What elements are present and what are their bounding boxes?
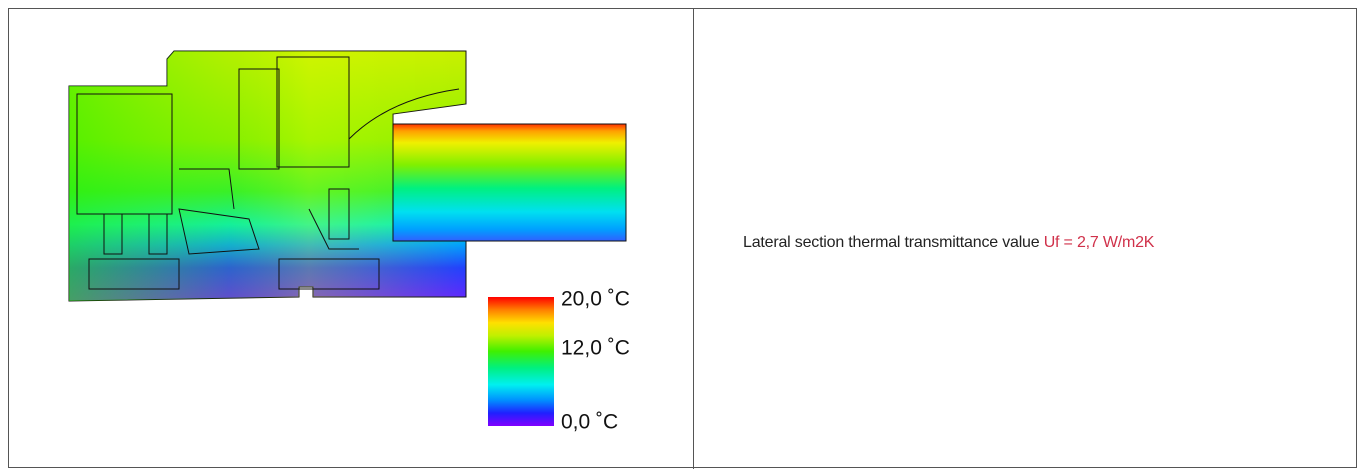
legend-min: 0,0 ˚C: [561, 411, 618, 434]
legend-mid: 12,0 ˚C: [561, 337, 630, 360]
thermal-image: 20,0 ˚C 12,0 ˚C 0,0 ˚C: [68, 50, 630, 434]
thermal-cell: 20,0 ˚C 12,0 ˚C 0,0 ˚C: [9, 9, 693, 458]
glazing: [392, 123, 627, 242]
frame-tint: [69, 51, 466, 301]
legend-max: 20,0 ˚C: [561, 288, 630, 311]
legend-bar: [488, 297, 554, 426]
uf-value: Uf = 2,7 W/m2K: [1043, 234, 1155, 251]
cell-divider: [693, 9, 694, 469]
description: Lateral section thermal transmittance va…: [743, 234, 1154, 252]
description-text: Lateral section thermal transmittance va…: [743, 234, 1040, 251]
profile-outlines: [76, 56, 460, 290]
table: 20,0 ˚C 12,0 ˚C 0,0 ˚C Lateral section t…: [8, 8, 1357, 469]
